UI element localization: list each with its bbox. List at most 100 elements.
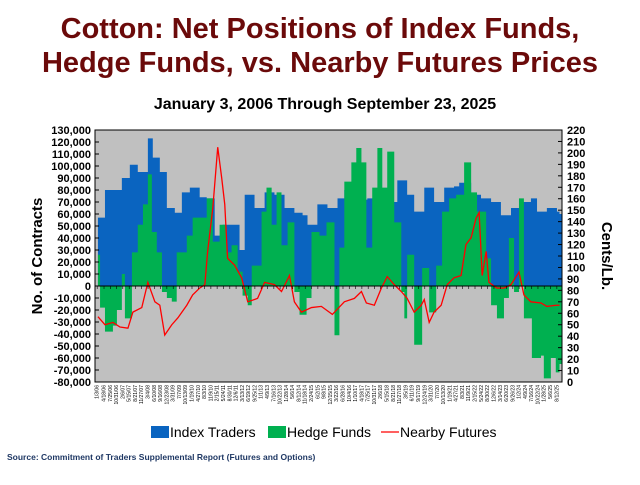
x-tick-label: 6/2/15 <box>315 385 321 399</box>
y-axis-right: 2202102001901801701601501401301201101009… <box>558 125 585 389</box>
x-tick-label: 8/30/11 <box>227 385 233 402</box>
y2-tick-label: 140 <box>567 217 585 229</box>
x-tick-label: 2/6/18 <box>378 385 384 399</box>
x-tick-label: 10/22/13 <box>278 385 284 405</box>
x-tick-label: 9/17/19 <box>416 385 422 402</box>
y-tick-label: -20,000 <box>54 305 91 317</box>
series-nearby-futures-line <box>97 147 560 337</box>
x-tick-label: 8/12/14 <box>296 385 302 402</box>
series-hedge-funds-area <box>97 148 562 379</box>
x-tick-label: 3/31/09 <box>171 385 177 402</box>
y-tick-label: 50,000 <box>57 221 91 233</box>
x-tick-label: 11/27/07 <box>139 385 145 404</box>
x-tick-label: 1/19/21 <box>447 385 453 402</box>
y-tick-label: 60,000 <box>57 209 91 221</box>
legend-swatch-hedge <box>268 426 286 438</box>
x-tick-label: 3/4/08 <box>146 385 152 399</box>
x-tick-label: 3/31/20 <box>429 385 435 402</box>
x-axis: 1/3/06 4/18/06 7/25/06 10/31/06 2/6/07 5/15/0… <box>95 286 560 405</box>
source-note: Source: Commitment of Traders Supplement… <box>7 452 316 462</box>
y-axis-label: No. of Contracts <box>29 198 46 315</box>
y-tick-label: 90,000 <box>57 173 91 185</box>
x-tick-label: 5/24/11 <box>221 385 227 402</box>
y-tick-label: 70,000 <box>57 197 91 209</box>
y-tick-label: 110,000 <box>52 149 91 161</box>
y2-tick-label: 170 <box>567 182 585 194</box>
y2-tick-label: 80 <box>567 285 579 297</box>
x-tick-label: 3/14/23 <box>498 385 504 402</box>
y2-tick-label: 150 <box>567 205 585 217</box>
y2-tick-label: 40 <box>567 331 579 343</box>
x-tick-label: 6/20/23 <box>504 385 510 402</box>
x-tick-label: 3/22/16 <box>334 385 340 402</box>
x-tick-label: 1/19/10 <box>189 385 195 402</box>
y-tick-label: -80,000 <box>54 377 91 389</box>
y-tick-label: -40,000 <box>54 329 91 341</box>
x-tick-label: 10/31/06 <box>114 385 120 405</box>
x-tick-label: 11/18/14 <box>303 385 309 404</box>
x-tick-label: 8/3/21 <box>460 385 466 399</box>
y2-tick-label: 20 <box>567 354 579 366</box>
y-tick-label: 20,000 <box>57 257 91 269</box>
x-tick-label: 4/18/06 <box>102 385 108 402</box>
x-tick-label: 1/28/25 <box>542 385 548 402</box>
y2-tick-label: 120 <box>567 240 585 252</box>
x-tick-label: 10/4/16 <box>347 385 353 402</box>
x-tick-label: 7/16/13 <box>271 385 277 402</box>
x-tick-label: 8/12/25 <box>554 385 560 402</box>
x-tick-label: 12/24/19 <box>422 385 428 405</box>
y-tick-label: 10,000 <box>57 269 91 281</box>
x-tick-label: 5/15/18 <box>385 385 391 402</box>
x-tick-label: 2/24/15 <box>309 385 315 402</box>
x-tick-label: 7/7/20 <box>435 385 441 399</box>
y2-tick-label: 90 <box>567 274 579 286</box>
y-tick-label: -30,000 <box>54 317 91 329</box>
x-tick-label: 4/18/17 <box>359 385 365 402</box>
x-tick-label: 10/13/20 <box>441 385 447 405</box>
y2-tick-label: 30 <box>567 343 579 355</box>
x-tick-label: 12/6/22 <box>491 385 497 402</box>
x-tick-label: 7/16/24 <box>529 385 535 402</box>
y2-tick-label: 180 <box>567 171 585 183</box>
x-tick-label: 9/16/08 <box>158 385 164 402</box>
x-tick-label: 4/9/24 <box>523 385 529 399</box>
y-tick-label: 120,000 <box>51 137 91 149</box>
y-tick-label: 130,000 <box>51 125 91 137</box>
y-axis-left: 130,000120,000110,000100,00090,00080,000… <box>51 125 99 389</box>
y2-tick-label: 50 <box>567 320 579 332</box>
x-tick-label: 8/21/07 <box>133 385 139 402</box>
x-tick-label: 1/28/14 <box>284 385 290 402</box>
x-tick-label: 11/9/21 <box>466 385 472 402</box>
y-tick-label: 40,000 <box>57 233 91 245</box>
y2-tick-label: 210 <box>567 136 585 148</box>
x-tick-label: 8/3/10 <box>202 385 208 399</box>
x-tick-label: 3/13/12 <box>240 385 246 402</box>
x-tick-label: 2/6/07 <box>120 385 126 399</box>
x-tick-label: 4/27/21 <box>454 385 460 402</box>
x-tick-label: 9/8/15 <box>322 385 328 399</box>
y2-tick-label: 70 <box>567 297 579 309</box>
y-tick-label: 0 <box>85 281 91 293</box>
x-tick-label: 7/7/09 <box>177 385 183 399</box>
x-tick-label: 10/22/24 <box>535 385 541 405</box>
x-tick-label: 6/10/08 <box>152 385 158 402</box>
x-tick-label: 10/31/17 <box>372 385 378 405</box>
x-tick-label: 12/6/11 <box>234 385 240 402</box>
x-tick-label: 12/15/15 <box>328 385 334 405</box>
y-tick-label: -70,000 <box>54 365 91 377</box>
x-tick-label: 8/21/18 <box>391 385 397 402</box>
y-tick-label: -50,000 <box>54 341 91 353</box>
y2-tick-label: 110 <box>567 251 585 263</box>
x-tick-label: 11/9/10 <box>208 385 214 402</box>
y2-tick-label: 130 <box>567 228 585 240</box>
y2-tick-label: 220 <box>567 125 585 137</box>
y2-tick-label: 160 <box>567 194 585 206</box>
y2-axis-label: Cents/Lb. <box>598 222 615 290</box>
legend-label-futures: Nearby Futures <box>400 424 496 440</box>
legend-label-index: Index Traders <box>170 424 256 440</box>
series-layer <box>97 138 562 379</box>
y2-tick-label: 60 <box>567 308 579 320</box>
x-tick-label: 8/30/22 <box>485 385 491 402</box>
y-tick-label: 100,000 <box>51 161 91 173</box>
